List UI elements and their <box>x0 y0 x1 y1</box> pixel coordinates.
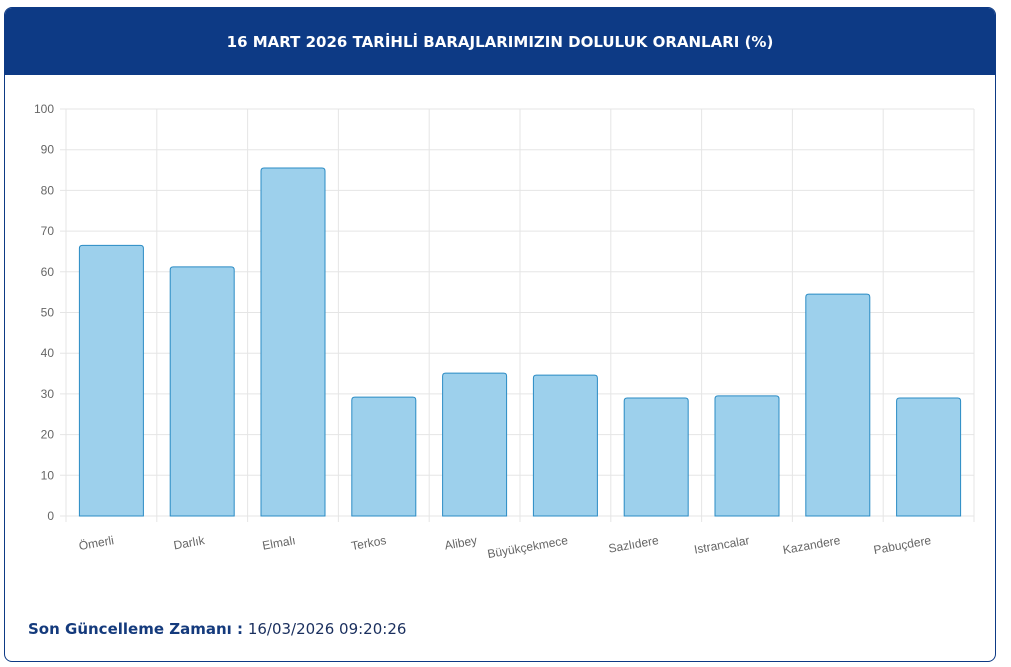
x-tick-label: Kazandere <box>782 533 842 557</box>
y-tick-label: 10 <box>41 468 55 482</box>
chart-title: 16 MART 2026 TARİHLİ BARAJLARIMIZIN DOLU… <box>5 8 995 75</box>
y-tick-label: 90 <box>41 143 55 157</box>
footer-value: 16/03/2026 09:20:26 <box>247 620 407 638</box>
y-tick-label: 70 <box>41 224 55 238</box>
x-tick-label: Istrancalar <box>693 533 751 557</box>
bar <box>623 397 689 517</box>
footer-label: Son Güncelleme Zamanı : <box>28 620 244 638</box>
y-tick-label: 60 <box>41 265 55 279</box>
x-tick-label: Terkos <box>350 533 387 553</box>
y-tick-label: 30 <box>41 387 55 401</box>
x-tick-label: Alibey <box>443 533 478 552</box>
footer: Son Güncelleme Zamanı : 16/03/2026 09:20… <box>28 620 406 638</box>
y-tick-label: 20 <box>41 428 55 442</box>
card: 16 MART 2026 TARİHLİ BARAJLARIMIZIN DOLU… <box>4 7 996 662</box>
y-tick-label: 100 <box>34 102 54 116</box>
x-tick-label: Ömerli <box>78 533 115 553</box>
x-tick-label: Sazlıdere <box>607 533 660 556</box>
bar <box>260 167 326 517</box>
bar <box>714 395 780 517</box>
x-tick-label: Büyükçekmece <box>486 533 569 561</box>
x-tick-label: Pabuçdere <box>873 533 933 557</box>
bar <box>896 397 962 517</box>
y-tick-label: 80 <box>41 183 55 197</box>
y-tick-label: 50 <box>41 306 55 320</box>
y-tick-label: 0 <box>47 509 54 523</box>
bar <box>169 266 235 517</box>
y-tick-label: 40 <box>41 346 55 360</box>
bar <box>805 293 871 517</box>
x-tick-label: Elmalı <box>261 533 296 553</box>
bar <box>78 244 144 517</box>
x-tick-label: Darlık <box>172 533 206 552</box>
bar <box>442 372 508 517</box>
bar <box>351 396 417 517</box>
bar <box>532 374 598 517</box>
